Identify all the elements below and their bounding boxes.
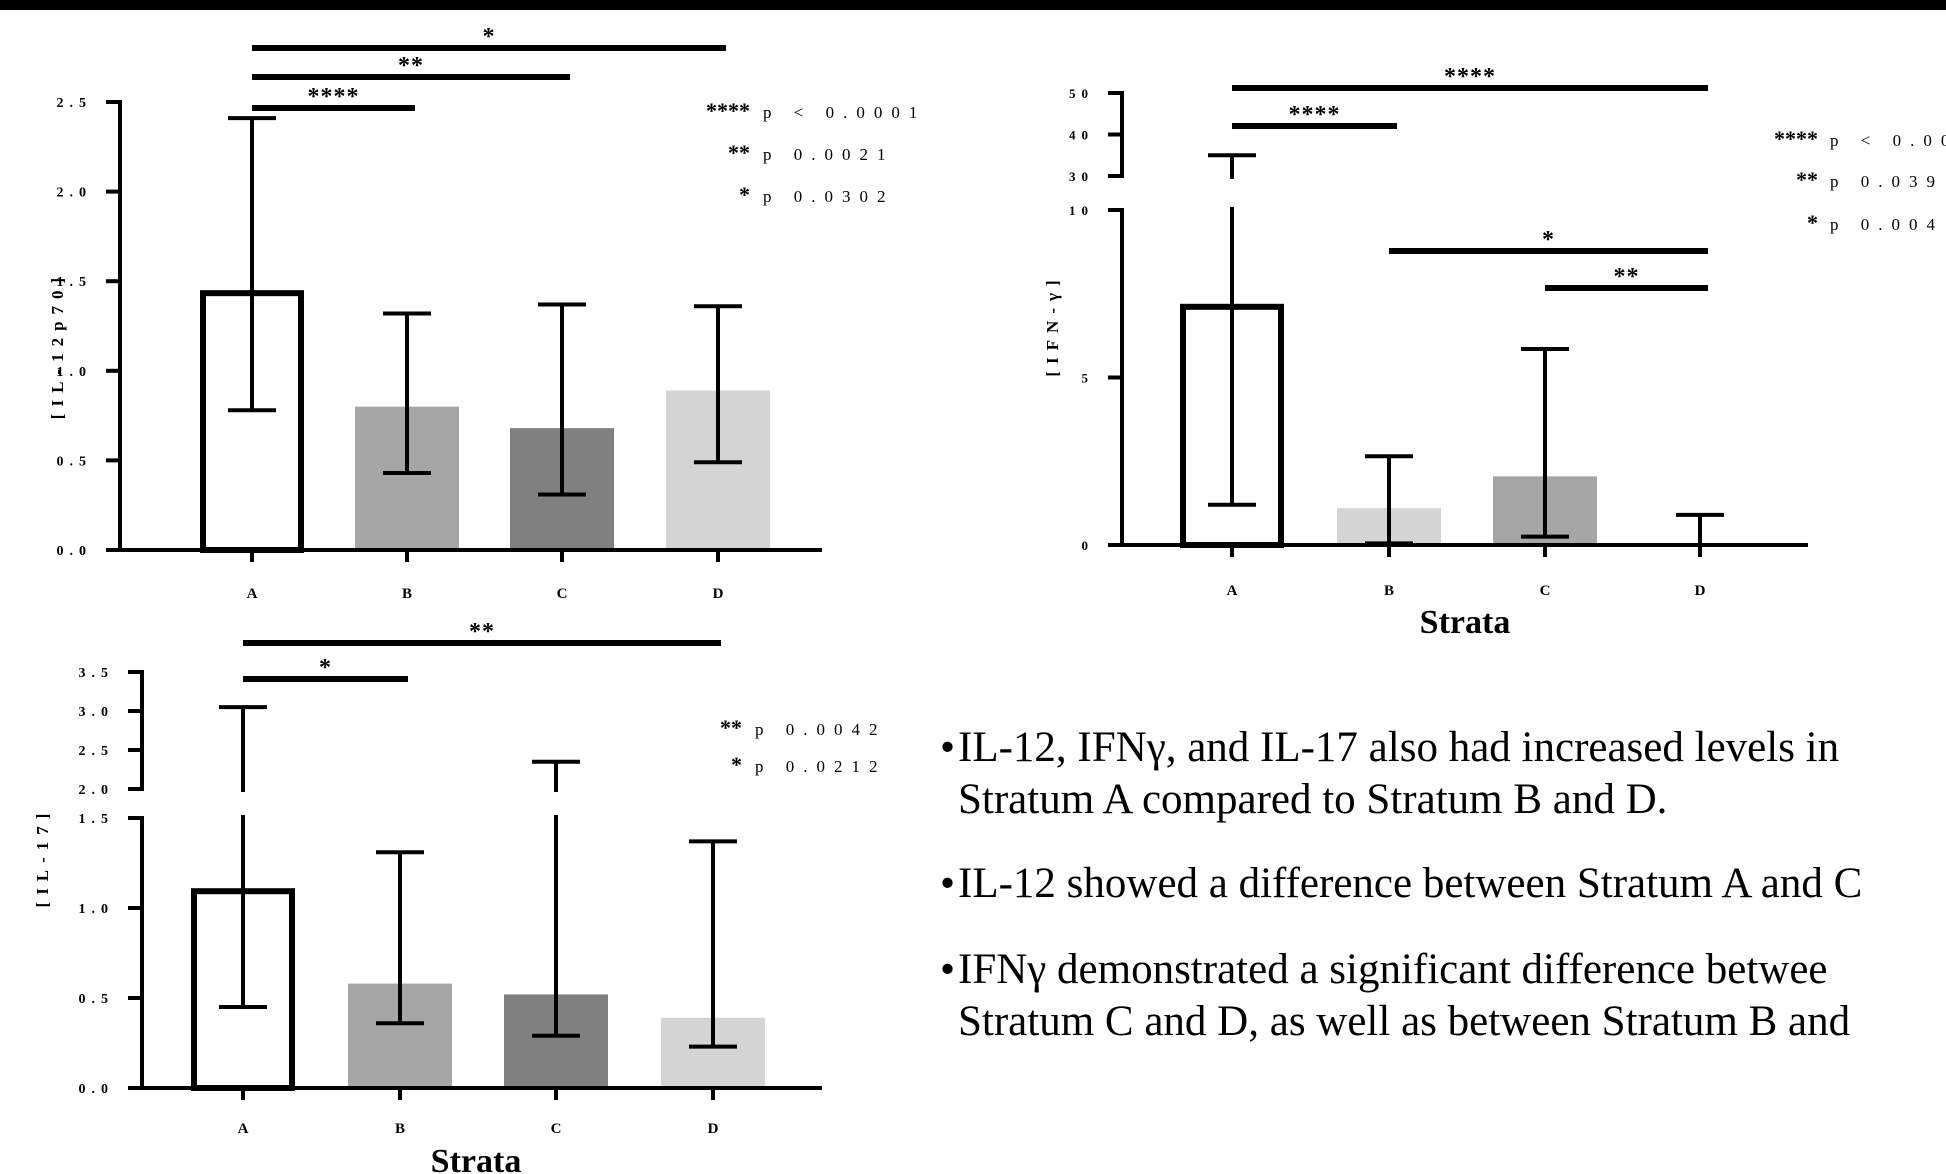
legend-stars: * bbox=[739, 182, 750, 207]
significance-label: **** bbox=[1444, 64, 1496, 90]
y-tick-label: 0.0 bbox=[79, 1082, 115, 1097]
significance-label: **** bbox=[308, 84, 360, 110]
legend-stars: * bbox=[1807, 210, 1818, 235]
legend-pvalue: p 0.0212 bbox=[755, 757, 887, 776]
y-tick-label: 0.0 bbox=[57, 544, 93, 559]
legend-pvalue: p 0.0042 bbox=[755, 720, 887, 739]
y-tick-label: 3.0 bbox=[79, 705, 115, 720]
y-axis-title: [IFN-γ] bbox=[1043, 273, 1062, 376]
chart-panel: 0.00.51.01.52.02.5A B C D[IL-12p70]********… bbox=[48, 24, 926, 602]
significance-label: * bbox=[319, 655, 332, 681]
significance-label: ** bbox=[398, 53, 424, 79]
y-tick-label: 0.5 bbox=[57, 454, 93, 469]
chart-panel: 0.0 0.5 1.0 1.5 2.0 2.5 3.0 3.5 A B C D [IL-17] Strat… bbox=[33, 619, 887, 1174]
bullet-line: Stratum C and D, as well as between Stra… bbox=[958, 998, 1851, 1045]
y-tick-label: 50 bbox=[1069, 86, 1094, 101]
axis-break-gap bbox=[1110, 179, 1808, 207]
legend-stars: ** bbox=[728, 140, 750, 165]
bullet-line: IFNγ demonstrated a significant differen… bbox=[958, 946, 1828, 993]
bullet-line: Stratum A compared to Stratum B and D. bbox=[958, 776, 1668, 823]
bullet-list: • IL-12, IFNγ, and IL-17 also had increa… bbox=[940, 722, 1946, 1082]
legend-pvalue: p < 0.0001 bbox=[763, 103, 926, 122]
bullet-line: IL-12 showed a difference between Stratu… bbox=[958, 860, 1863, 907]
legend-stars: * bbox=[731, 752, 742, 777]
x-tick-label: B bbox=[395, 1121, 405, 1137]
y-tick-label: 2.5 bbox=[57, 96, 93, 111]
y-tick-label: 3.5 bbox=[79, 666, 115, 681]
legend-stars: ** bbox=[720, 715, 742, 740]
y-axis-title: [IL-12p70] bbox=[48, 271, 67, 419]
x-tick-label: A bbox=[1227, 583, 1238, 599]
x-tick-label: D bbox=[708, 1121, 719, 1137]
bullet-symbol: • bbox=[940, 724, 956, 771]
legend-pvalue: p 0.0302 bbox=[763, 187, 895, 206]
legend-pvalue: p 0.0021 bbox=[763, 145, 895, 164]
significance-label: * bbox=[1542, 227, 1555, 253]
x-tick-label: D bbox=[1695, 583, 1706, 599]
significance-label: ** bbox=[469, 619, 495, 645]
y-tick-label: 1.5 bbox=[57, 275, 93, 290]
significance-label: **** bbox=[1289, 102, 1341, 128]
significance-label: * bbox=[483, 24, 496, 50]
y-tick-label: 30 bbox=[1069, 169, 1094, 184]
y-tick-label: 1.5 bbox=[79, 812, 115, 827]
bullet-symbol: • bbox=[940, 946, 956, 993]
x-tick-label: C bbox=[1540, 583, 1551, 599]
x-tick-label: C bbox=[551, 1121, 562, 1137]
y-tick-label: 0 bbox=[1082, 538, 1095, 553]
legend-pvalue: p 0.039 bbox=[1830, 172, 1944, 191]
x-tick-label: B bbox=[1384, 583, 1394, 599]
y-axis-title: [IL-17] bbox=[33, 807, 52, 908]
x-axis-title: Strata bbox=[431, 1143, 522, 1174]
legend-stars: **** bbox=[706, 98, 750, 123]
y-tick-label: 0.5 bbox=[79, 992, 115, 1007]
y-tick-label: 10 bbox=[1069, 203, 1094, 218]
y-tick-label: 5 bbox=[1082, 371, 1095, 386]
top-rule bbox=[0, 0, 1946, 10]
legend-stars: **** bbox=[1774, 126, 1818, 151]
x-tick-label: B bbox=[402, 586, 412, 602]
x-tick-label: C bbox=[557, 586, 568, 602]
bullet-line: IL-12, IFNγ, and IL-17 also had increase… bbox=[958, 724, 1840, 771]
y-tick-label: 1.0 bbox=[57, 365, 93, 380]
x-axis-title: Strata bbox=[1420, 604, 1511, 641]
legend-pvalue: p < 0.00 bbox=[1830, 131, 1946, 150]
y-tick-label: 40 bbox=[1069, 128, 1094, 143]
bullet-symbol: • bbox=[940, 860, 956, 907]
y-tick-label: 2.0 bbox=[57, 186, 93, 201]
x-tick-label: D bbox=[713, 586, 724, 602]
x-tick-label: A bbox=[247, 586, 258, 602]
significance-label: ** bbox=[1614, 264, 1640, 290]
y-tick-label: 2.0 bbox=[79, 783, 115, 798]
legend-pvalue: p 0.004 bbox=[1830, 215, 1944, 234]
x-tick-label: A bbox=[238, 1121, 249, 1137]
legend-stars: ** bbox=[1796, 167, 1818, 192]
y-tick-label: 1.0 bbox=[79, 902, 115, 917]
axis-break-gap bbox=[130, 792, 822, 815]
y-tick-label: 2.5 bbox=[79, 744, 115, 759]
